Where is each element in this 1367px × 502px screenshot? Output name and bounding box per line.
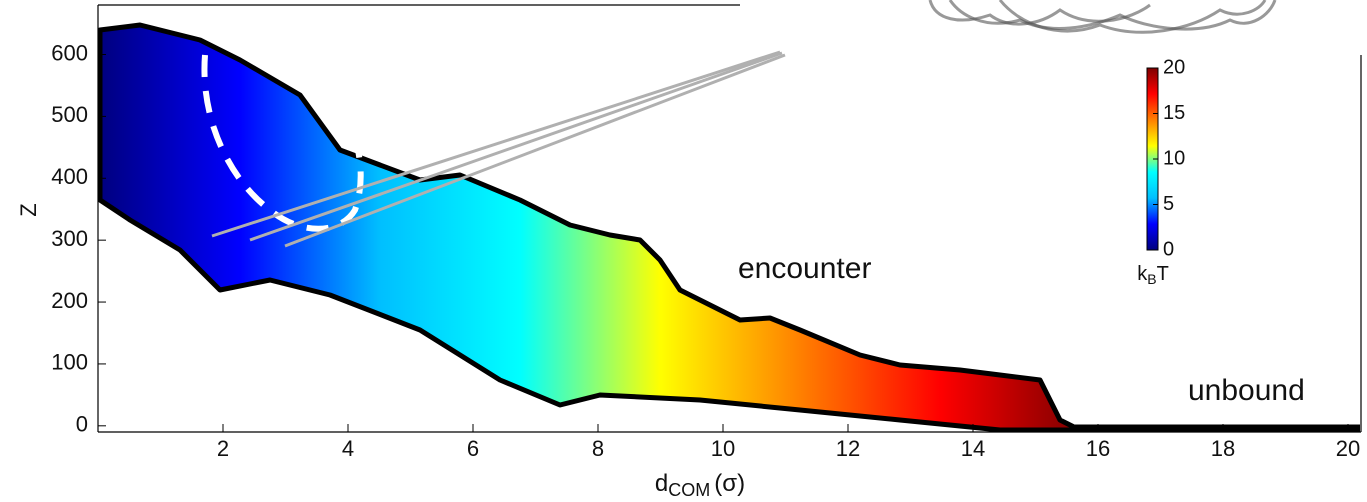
x-tick-label: 2 (217, 436, 229, 461)
landscape (97, 22, 1083, 433)
y-tick-label: 300 (51, 226, 88, 251)
y-tick-label: 500 (51, 102, 88, 127)
x-tick-label: 8 (592, 436, 604, 461)
y-tick-label: 100 (51, 350, 88, 375)
x-tick-label: 6 (467, 436, 479, 461)
y-tick-label: 200 (51, 288, 88, 313)
x-tick-label: 10 (711, 436, 735, 461)
y-axis-label: Z (16, 203, 41, 216)
colorbar-tick-label: 0 (1163, 238, 1174, 260)
cbar-label-main: k (1137, 263, 1148, 285)
y-tick-label: 400 (51, 164, 88, 189)
x-tick-label: 20 (1336, 436, 1360, 461)
x-tick-label: 12 (836, 436, 860, 461)
y-tick-label: 600 (51, 40, 88, 65)
colorbar-tick-label: 15 (1163, 102, 1185, 124)
colorbar-tick-label: 10 (1163, 147, 1185, 169)
x-label-unit: (σ) (714, 470, 745, 497)
dashed-curve (201, 54, 364, 232)
cbar-label-unit: T (1157, 263, 1169, 285)
x-axis-label: dCOM (σ) (655, 470, 745, 499)
x-tick-label: 18 (1211, 436, 1235, 461)
cbar-label-sub: B (1147, 271, 1156, 287)
annotation: encounter (738, 252, 871, 285)
y-tick-label: 0 (76, 412, 88, 437)
x-tick-label: 14 (961, 436, 985, 461)
colorbar-label: kBT (1137, 263, 1169, 286)
x-label-sub: COM (668, 480, 710, 500)
x-tick-label: 16 (1086, 436, 1110, 461)
zoom-lines (211, 50, 786, 248)
annotation: unbound (1188, 374, 1305, 407)
frame (97, 4, 1362, 433)
colorbar-tick-label: 20 (1163, 56, 1185, 78)
protein-image (928, 0, 1277, 34)
x-tick-label: 4 (342, 436, 354, 461)
x-label-main: d (655, 470, 668, 497)
colorbar-tick-label: 5 (1163, 193, 1174, 215)
